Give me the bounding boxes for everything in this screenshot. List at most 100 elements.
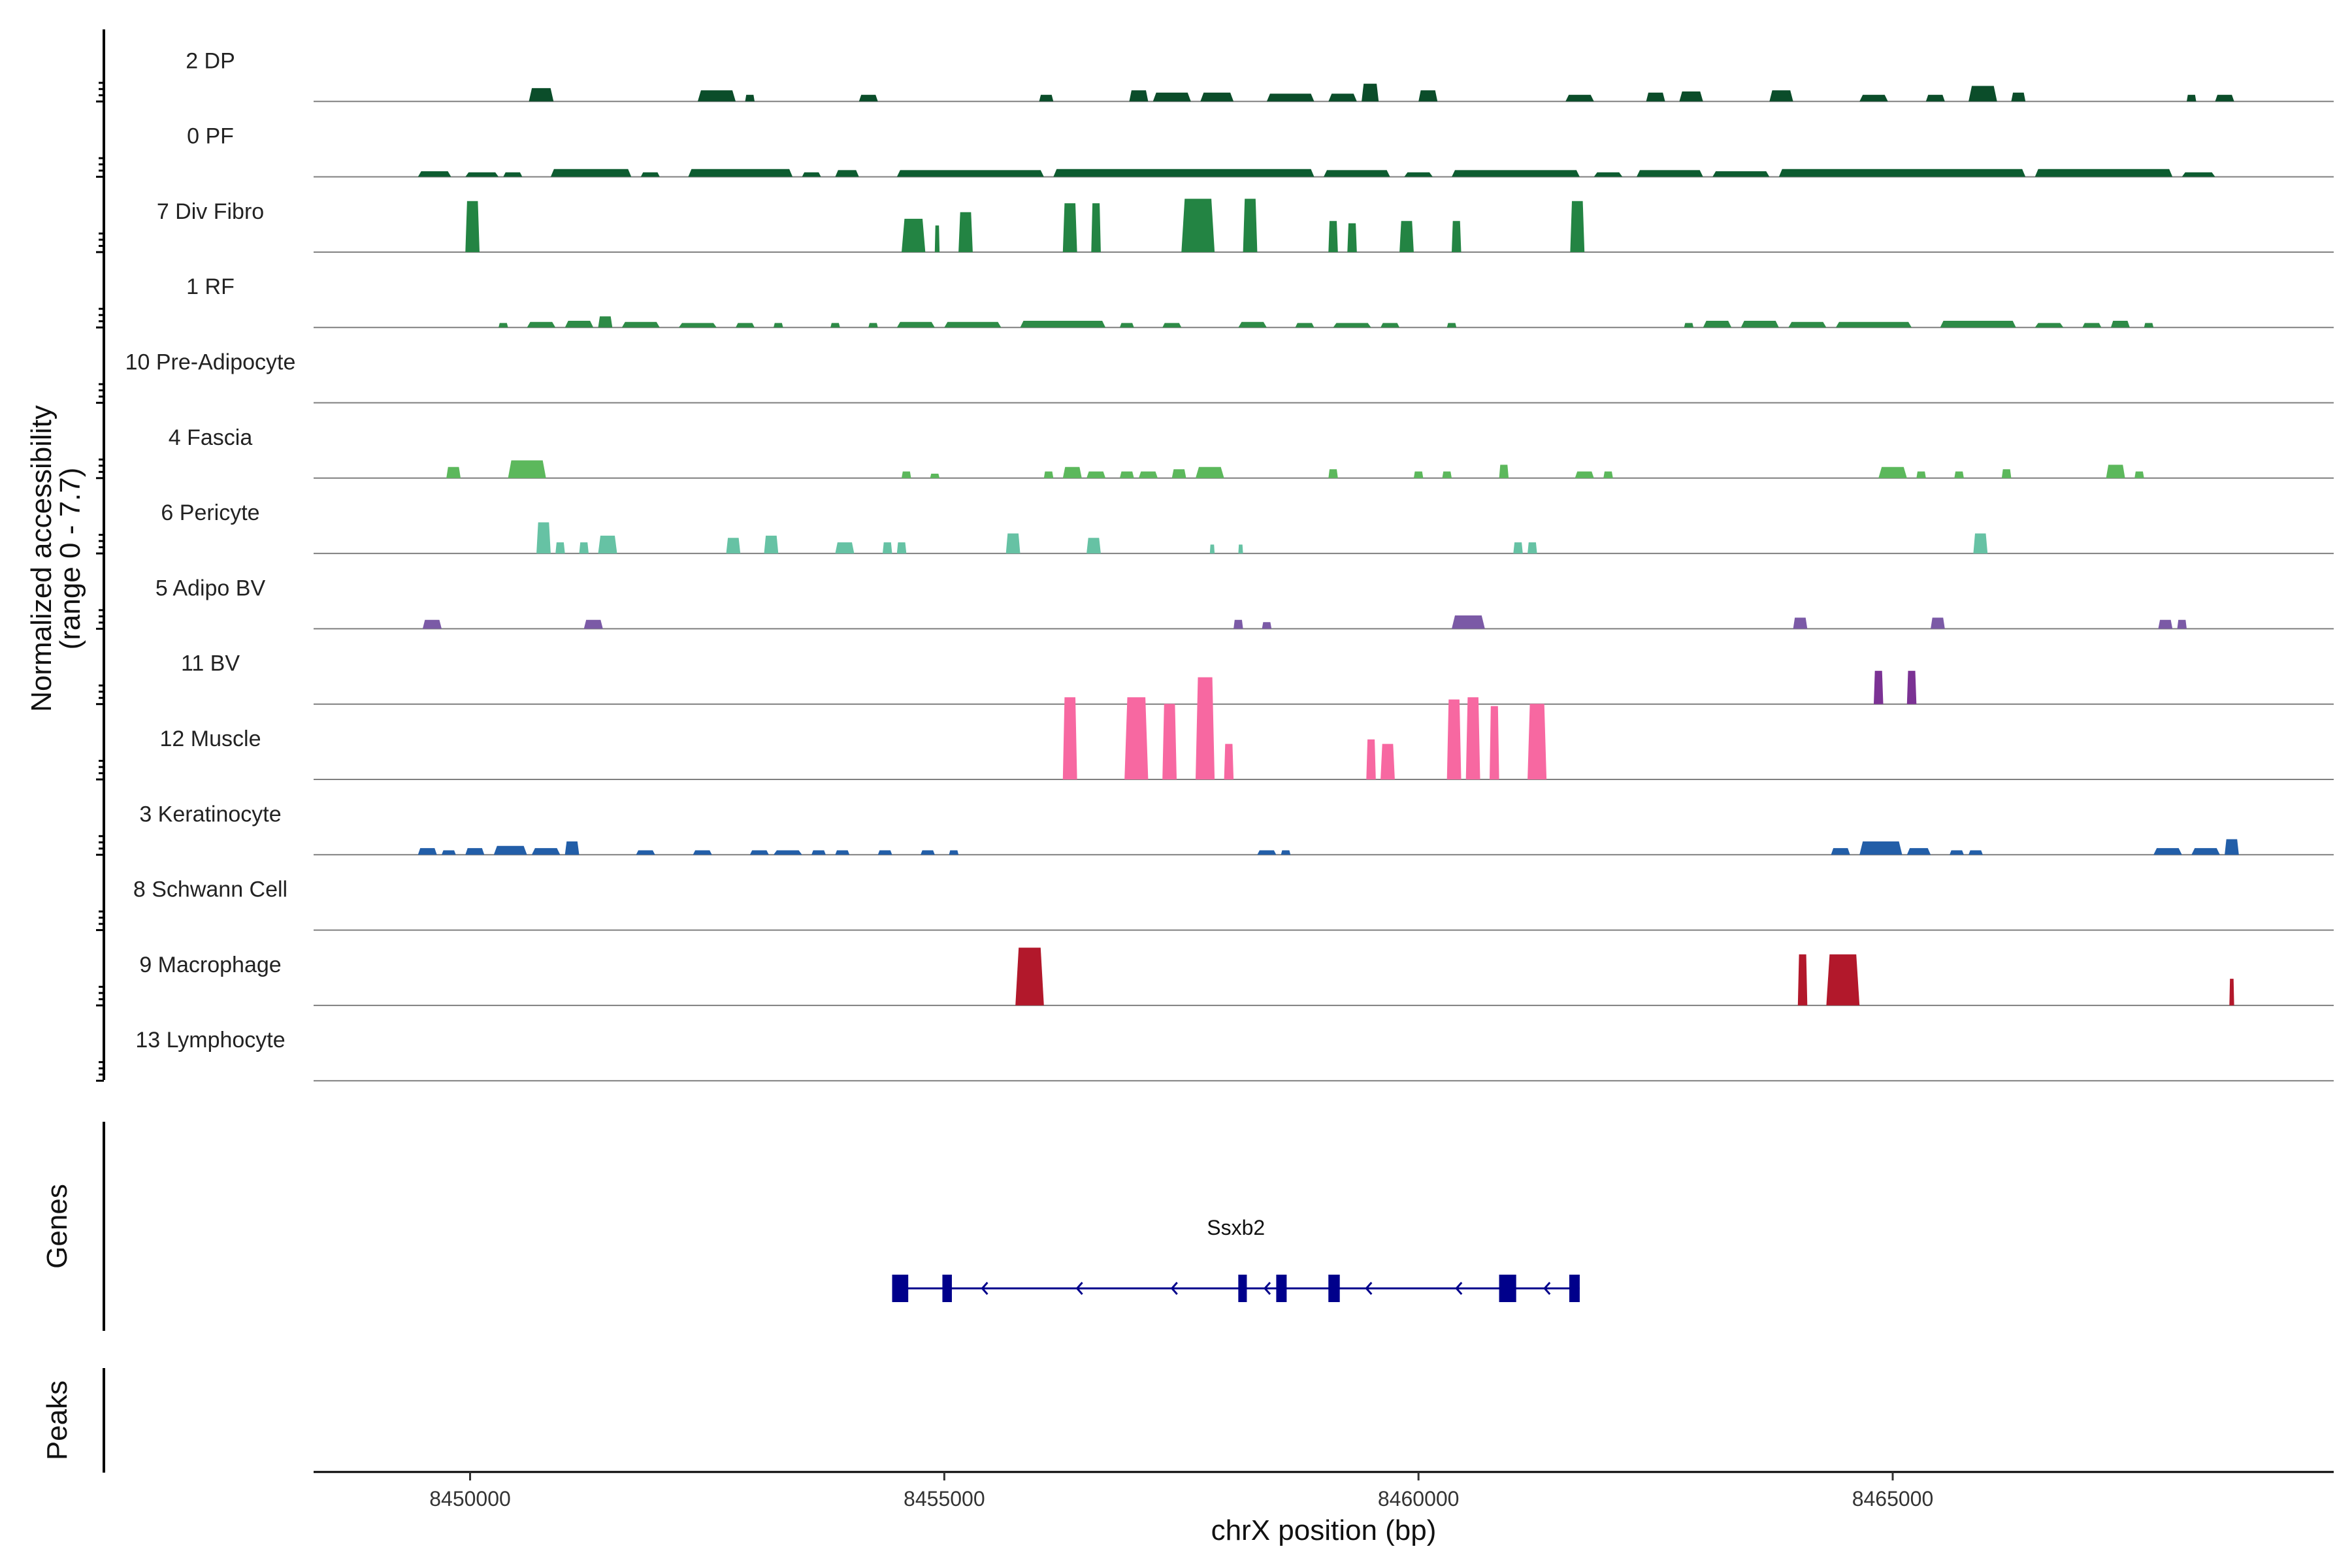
coverage-peak — [564, 321, 594, 328]
coverage-peak — [1527, 704, 1547, 779]
coverage-peak — [726, 538, 741, 554]
coverage-peak — [508, 460, 546, 478]
coverage-peak — [1324, 170, 1390, 177]
coverage-peak — [745, 95, 755, 102]
coverage-peak — [564, 841, 580, 855]
coverage-peak — [1712, 171, 1770, 177]
x-tick-label: 8465000 — [1852, 1487, 1934, 1511]
coverage-peak — [1266, 93, 1315, 102]
coverage-peak — [1513, 542, 1523, 554]
gene-exon — [942, 1275, 952, 1302]
coverage-peak — [949, 850, 959, 855]
gene-model: Ssxb2 — [892, 1216, 1580, 1302]
coverage-peak — [1328, 221, 1338, 252]
coverage-peak — [1257, 850, 1277, 855]
track-10: 12 Muscle — [160, 677, 2334, 780]
coverage-peak — [1413, 471, 1424, 478]
coverage-peak — [1637, 170, 1703, 177]
coverage-peak — [531, 848, 561, 855]
coverage-peak — [446, 466, 461, 478]
coverage-peak — [1703, 321, 1732, 328]
coverage-peak — [1418, 90, 1438, 102]
coverage-peak — [1968, 850, 1983, 855]
coverage-peak — [2191, 848, 2220, 855]
coverage-peak — [1233, 619, 1243, 629]
coverage-peak — [2229, 979, 2234, 1005]
coverage-peak — [736, 323, 755, 328]
track-7: 6 Pericyte — [161, 500, 2334, 555]
coverage-peak — [2225, 839, 2239, 855]
coverage-peak — [465, 172, 499, 177]
coverage-peak — [902, 218, 926, 252]
coverage-peak — [2034, 169, 2173, 177]
genes-panel-label: Genes — [41, 1184, 73, 1269]
track-label: 7 Div Fibro — [157, 199, 264, 224]
coverage-peak — [1859, 841, 1903, 855]
x-tick-label: 8455000 — [904, 1487, 985, 1511]
track-label: 9 Macrophage — [139, 953, 281, 977]
coverage-peak — [1333, 323, 1371, 328]
coverage-peak — [536, 522, 551, 554]
track-14: 13 Lymphocyte — [135, 1028, 2334, 1082]
gene-exon — [1276, 1275, 1287, 1302]
gene-exon — [1569, 1275, 1580, 1302]
coverage-peak — [583, 619, 603, 629]
coverage-peak — [2110, 321, 2130, 328]
coverage-peak — [1826, 954, 1860, 1005]
track-4: 1 RF — [186, 274, 2334, 329]
coverage-peak — [2187, 95, 2197, 102]
coverage-peak — [1527, 542, 1537, 554]
coverage-peak — [1565, 95, 1594, 102]
gene-exon — [892, 1275, 909, 1302]
track-label: 3 Keratinocyte — [139, 802, 281, 826]
coverage-peak — [422, 619, 442, 629]
coverage-peak — [1015, 947, 1044, 1005]
coverage-peak — [498, 323, 508, 328]
coverage-peak — [1954, 471, 1964, 478]
coverage-peak — [555, 542, 565, 554]
coverage-peak — [1062, 697, 1077, 779]
coverage-peak — [896, 542, 907, 554]
coverage-peak — [1399, 221, 1414, 252]
coverage-peak — [1499, 465, 1509, 478]
coverage-peak — [1171, 469, 1186, 478]
coverage-peak — [1124, 697, 1149, 779]
coverage-peak — [1446, 323, 1457, 328]
coverage-peak — [1442, 471, 1452, 478]
strand-arrow — [1365, 1282, 1373, 1295]
coverage-peak — [503, 172, 523, 177]
coverage-peak — [1906, 848, 1931, 855]
position-x-axis: 8450000 8455000 8460000 8465000 — [314, 1471, 2334, 1511]
coverage-peak — [1209, 544, 1215, 554]
coverage-peak — [830, 323, 840, 328]
coverage-peak — [774, 850, 802, 855]
coverage-peak — [764, 535, 779, 554]
track-6: 4 Fascia — [169, 425, 2334, 479]
coverage-peak — [465, 848, 485, 855]
coverage-peak — [868, 323, 878, 328]
coverage-peak — [2106, 465, 2125, 478]
coverage-peak — [1916, 471, 1926, 478]
coverage-peak — [1062, 466, 1082, 478]
track-9: 11 BV — [181, 651, 2334, 705]
coverage-peak — [417, 848, 437, 855]
track-8: 5 Adipo BV — [155, 576, 2334, 630]
coverage-peak — [1950, 850, 1964, 855]
coverage-peak — [2177, 619, 2187, 629]
track-2: 0 PF — [187, 124, 2334, 178]
gene-exon — [1499, 1275, 1516, 1302]
coverage-peak — [1465, 697, 1480, 779]
coverage-peak — [1931, 617, 1945, 629]
coverage-peak — [1490, 706, 1499, 779]
coverage-peak — [1797, 954, 1808, 1005]
y-axis-title-line2: (range 0 - 7.7) — [54, 468, 86, 650]
peaks-panel-label: Peaks — [41, 1380, 73, 1460]
coverage-peak — [934, 225, 940, 252]
coverage-peak — [1086, 538, 1101, 554]
gene-exon — [1328, 1275, 1340, 1302]
gene-models: Ssxb2 — [892, 1216, 1580, 1302]
coverage-peak — [883, 542, 892, 554]
coverage-peak — [1181, 199, 1215, 252]
coverage-peak — [2082, 323, 2102, 328]
track-13: 9 Macrophage — [139, 947, 2334, 1006]
